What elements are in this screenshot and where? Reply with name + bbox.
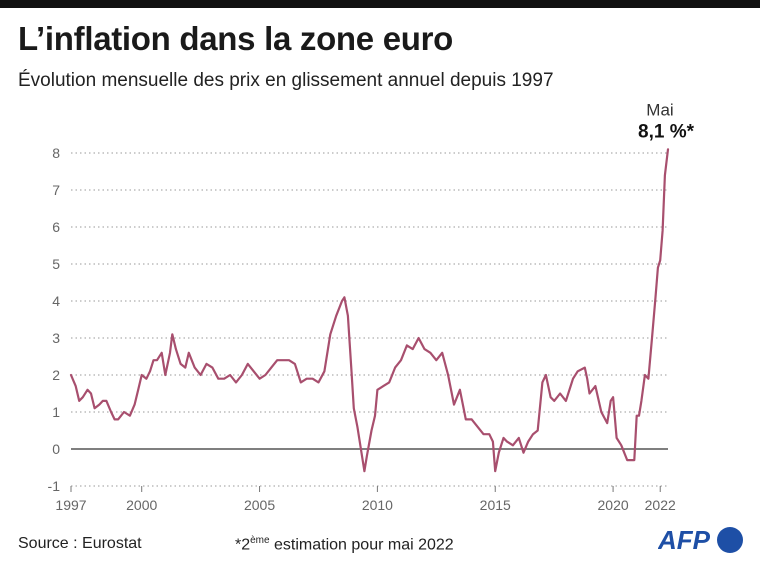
footnote: *2ème estimation pour mai 2022 (235, 535, 454, 554)
y-tick-label: 3 (52, 330, 60, 346)
y-tick-label: 4 (52, 293, 60, 309)
chart-subtitle: Évolution mensuelle des prix en glisseme… (18, 70, 554, 91)
x-tick-label: 2022 (645, 497, 676, 513)
top-bar (0, 0, 760, 8)
series-line (69, 148, 670, 473)
x-tick-label: 2020 (598, 497, 629, 513)
x-tick-label: 2015 (480, 497, 511, 513)
annotation-layer: Mai 8,1 %* (638, 100, 695, 142)
x-tick-label: 1997 (55, 497, 86, 513)
afp-logo-circle-icon (717, 527, 743, 553)
y-tick-label: 7 (52, 182, 60, 198)
footnote-superscript: ème (250, 535, 270, 546)
y-tick-label: 0 (52, 441, 60, 457)
source-note: Source : Eurostat (18, 535, 142, 552)
annotation-value: 8,1 %* (638, 121, 695, 142)
footnote-star: *2 (235, 536, 251, 554)
annotation-month: Mai (646, 100, 673, 119)
chart-title: L’inflation dans la zone euro (18, 20, 454, 57)
y-tick-label: 5 (52, 256, 60, 272)
afp-logo-text: AFP (658, 525, 711, 555)
y-tick-label: 2 (52, 367, 60, 383)
y-tick-label: 8 (52, 145, 60, 161)
afp-logo: AFP (658, 525, 743, 555)
footnote-text: estimation pour mai 2022 (269, 536, 454, 554)
series-layer (69, 148, 670, 473)
y-tick-label: 1 (52, 404, 60, 420)
y-tick-label: -1 (48, 478, 61, 494)
grid-layer (71, 152, 668, 487)
x-tick-label: 2005 (244, 497, 275, 513)
y-tick-label: 6 (52, 219, 60, 235)
y-axis-ticks: -1 0 1 2 3 4 5 6 7 8 (48, 145, 61, 494)
x-tick-label: 2000 (126, 497, 157, 513)
x-axis-ticks: 1997 2000 2005 2010 2015 2020 2022 (55, 486, 676, 513)
x-tick-label: 2010 (362, 497, 393, 513)
